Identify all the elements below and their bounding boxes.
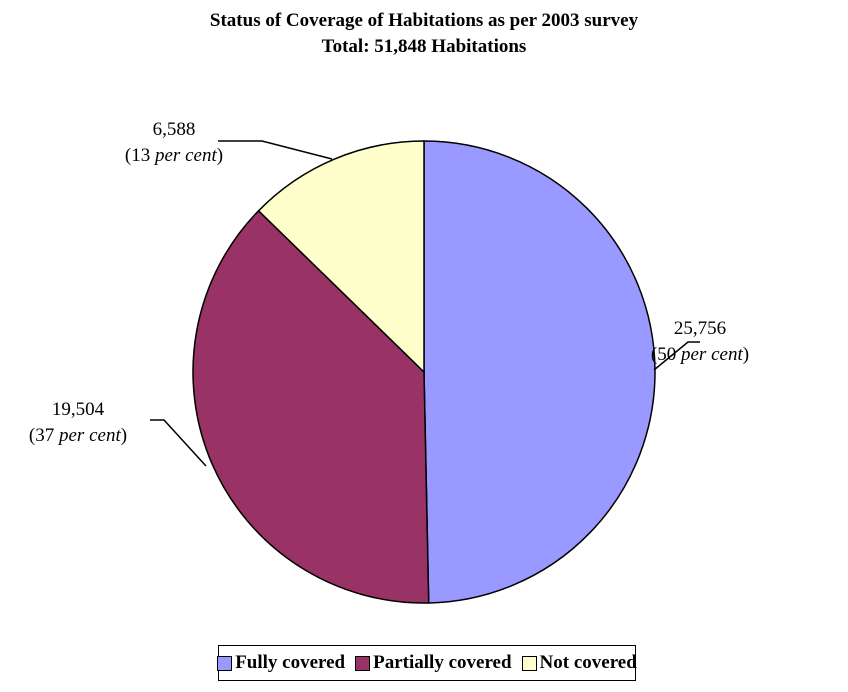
leader-line-partially-covered	[150, 419, 207, 467]
legend: Fully covered Partially covered Not cove…	[217, 645, 637, 681]
chart-title: Status of Coverage of Habitations as per…	[209, 10, 639, 31]
legend-swatch	[521, 655, 537, 671]
legend-swatch	[355, 655, 371, 671]
chart-subtitle: Total: 51,848 Habitations	[321, 36, 527, 57]
data-label-percent: (37 per cent)	[28, 425, 128, 446]
legend-item-fully-covered: Fully covered	[217, 652, 345, 674]
data-label-percent: (50 per cent)	[650, 344, 750, 365]
legend-label: Fully covered	[235, 652, 346, 673]
data-label-partially-covered: 19,504 (37 per cent)	[0, 397, 158, 449]
data-label-value: 6,588	[152, 119, 196, 140]
legend-swatch	[217, 655, 233, 671]
data-label-percent: (13 per cent)	[124, 145, 224, 166]
data-label-value: 19,504	[51, 399, 105, 420]
legend-label: Partially covered	[373, 652, 512, 673]
legend-label: Not covered	[539, 652, 637, 673]
slice-not-covered	[257, 140, 425, 374]
leader-line-not-covered	[218, 140, 333, 160]
leader-line-fully-covered	[653, 341, 700, 371]
data-label-fully-covered: 25,756 (50 per cent)	[620, 316, 780, 368]
data-label-value: 25,756	[673, 318, 727, 339]
legend-item-partially-covered: Partially covered	[355, 652, 512, 674]
legend-item-not-covered: Not covered	[521, 652, 637, 674]
slice-fully-covered	[423, 140, 656, 604]
slice-partially-covered	[192, 209, 430, 604]
data-label-not-covered: 6,588 (13 per cent)	[94, 117, 254, 169]
